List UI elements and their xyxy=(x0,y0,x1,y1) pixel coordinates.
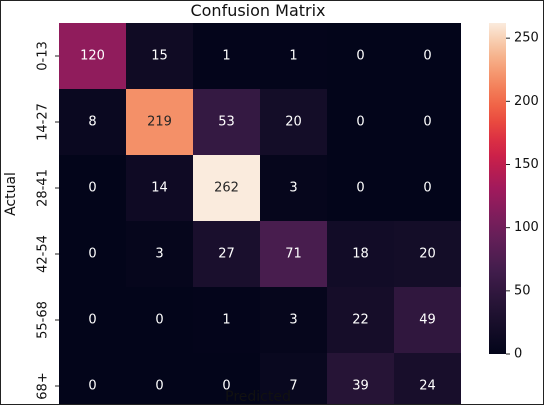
heatmap-cell xyxy=(193,221,260,287)
heatmap-cell xyxy=(59,287,126,353)
heatmap-cell xyxy=(193,89,260,155)
cell-value-label: 120 xyxy=(80,49,105,64)
x-axis-label: Predicted xyxy=(225,389,291,404)
heatmap-cell xyxy=(59,23,126,89)
heatmap-cell xyxy=(126,23,193,89)
cell-value-label: 0 xyxy=(423,49,431,64)
cell-value-label: 0 xyxy=(155,379,163,394)
heatmap-cell xyxy=(193,287,260,353)
heatmap-cell xyxy=(59,155,126,221)
y-tick-label: 55-68 xyxy=(36,301,51,339)
heatmap-cell xyxy=(394,353,461,404)
heatmap-cell xyxy=(327,287,394,353)
cell-value-label: 0 xyxy=(356,115,364,130)
cell-value-label: 71 xyxy=(285,247,302,262)
y-tick-label: 0-13 xyxy=(36,41,51,71)
heatmap-cell xyxy=(59,221,126,287)
cell-value-label: 0 xyxy=(88,379,96,394)
y-tick-label: 28-41 xyxy=(36,169,51,207)
y-axis-label: Actual xyxy=(3,172,19,216)
heatmap-cell xyxy=(260,155,327,221)
cell-value-label: 27 xyxy=(218,247,235,262)
cell-value-label: 0 xyxy=(155,313,163,328)
cell-value-label: 49 xyxy=(419,313,436,328)
y-tick-label: 14-27 xyxy=(36,103,51,141)
cell-value-label: 0 xyxy=(423,115,431,130)
heatmap-cell xyxy=(394,221,461,287)
cell-value-label: 20 xyxy=(285,115,302,130)
cell-value-label: 3 xyxy=(155,247,163,262)
cell-value-label: 15 xyxy=(151,49,168,64)
cell-value-label: 3 xyxy=(289,313,297,328)
colorbar-tick-label: 150 xyxy=(514,157,539,172)
cell-value-label: 0 xyxy=(423,181,431,196)
y-axis-ticks: 0-13 14-27 28-41 42-54 55-68 68+ xyxy=(36,41,59,400)
heatmap-cell xyxy=(260,23,327,89)
heatmap-cell xyxy=(260,287,327,353)
cell-value-label: 0 xyxy=(88,247,96,262)
heatmap-cell xyxy=(327,155,394,221)
cell-value-label: 53 xyxy=(218,115,235,130)
cell-value-label: 0 xyxy=(356,181,364,196)
cell-value-label: 0 xyxy=(88,181,96,196)
heatmap-cell xyxy=(193,353,260,404)
cell-value-label: 1 xyxy=(222,313,230,328)
heatmap-cell xyxy=(327,353,394,404)
heatmap-cell xyxy=(394,89,461,155)
cell-value-label: 24 xyxy=(419,379,436,394)
heatmap-cell xyxy=(193,155,260,221)
heatmap-cell xyxy=(193,23,260,89)
cell-value-label: 39 xyxy=(352,379,369,394)
heatmap-cell xyxy=(126,287,193,353)
cell-value-label: 0 xyxy=(88,313,96,328)
colorbar xyxy=(489,23,506,354)
cell-value-label: 14 xyxy=(151,181,168,196)
heatmap-cell xyxy=(59,89,126,155)
colorbar-ticks: 0 50 100 150 200 250 xyxy=(506,31,539,362)
heatmap-cell xyxy=(59,353,126,404)
heatmap-cell xyxy=(126,155,193,221)
cell-value-label: 1 xyxy=(222,49,230,64)
heatmap-cell xyxy=(260,221,327,287)
heatmap-cell xyxy=(260,89,327,155)
heatmap-cell xyxy=(327,23,394,89)
cell-value-label: 3 xyxy=(289,181,297,196)
heatmap-cell xyxy=(394,287,461,353)
heatmap-cell xyxy=(260,353,327,404)
cell-value-label: 20 xyxy=(419,247,436,262)
heatmap-cell xyxy=(126,89,193,155)
y-tick-label: 42-54 xyxy=(36,235,51,273)
colorbar-tick-label: 200 xyxy=(514,94,539,109)
chart-title: Confusion Matrix xyxy=(190,1,325,20)
heatmap-cell xyxy=(394,23,461,89)
colorbar-tick-label: 250 xyxy=(514,31,539,46)
heatmap-cell xyxy=(394,155,461,221)
heatmap-cell xyxy=(126,221,193,287)
cell-value-label: 7 xyxy=(289,379,297,394)
cell-value-label: 22 xyxy=(352,313,369,328)
cell-value-label: 219 xyxy=(147,115,172,130)
colorbar-tick-label: 50 xyxy=(514,283,531,298)
cell-value-label: 0 xyxy=(222,379,230,394)
heatmap-cell xyxy=(327,89,394,155)
cell-value-label: 1 xyxy=(289,49,297,64)
colorbar-tick-label: 100 xyxy=(514,220,539,235)
cell-value-label: 8 xyxy=(88,115,96,130)
y-tick-label: 68+ xyxy=(36,372,51,399)
cell-value-label: 0 xyxy=(356,49,364,64)
colorbar-tick-label: 0 xyxy=(514,347,522,362)
heatmap-cell xyxy=(327,221,394,287)
heatmap-cell xyxy=(126,353,193,404)
cell-value-label: 262 xyxy=(214,181,239,196)
heatmap-cells: 120 15 1 1 0 08 219 53 20 0 00 14 262 3 0 00 3 27 71 18 200 0… xyxy=(59,23,461,404)
cell-value-label: 18 xyxy=(352,247,369,262)
